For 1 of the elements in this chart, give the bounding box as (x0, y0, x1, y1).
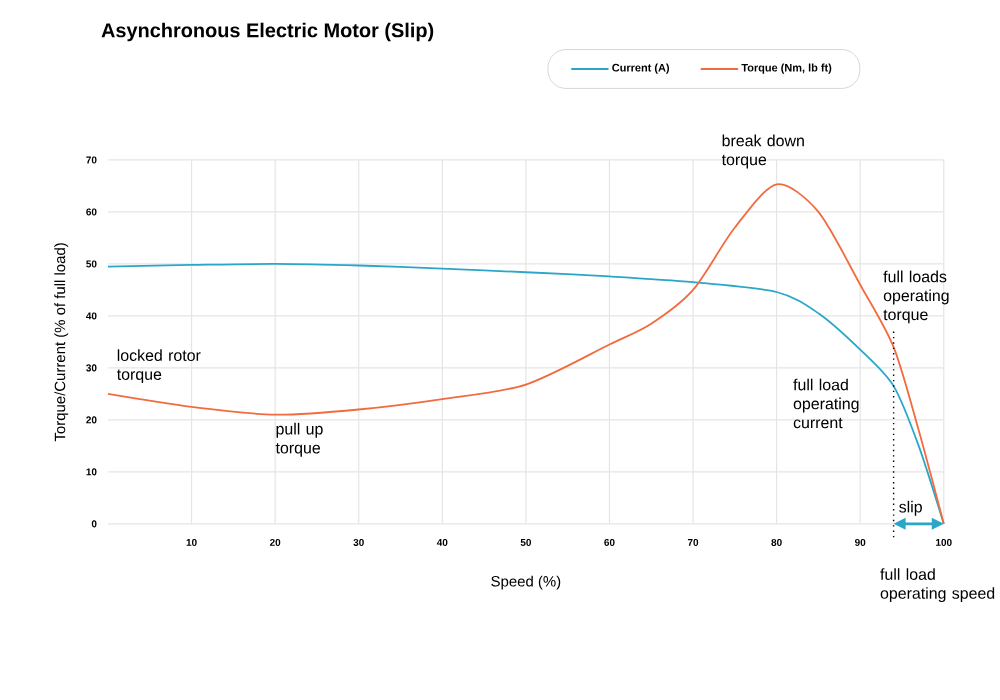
chart-title: Asynchronous Electric Motor (Slip) (101, 22, 434, 42)
